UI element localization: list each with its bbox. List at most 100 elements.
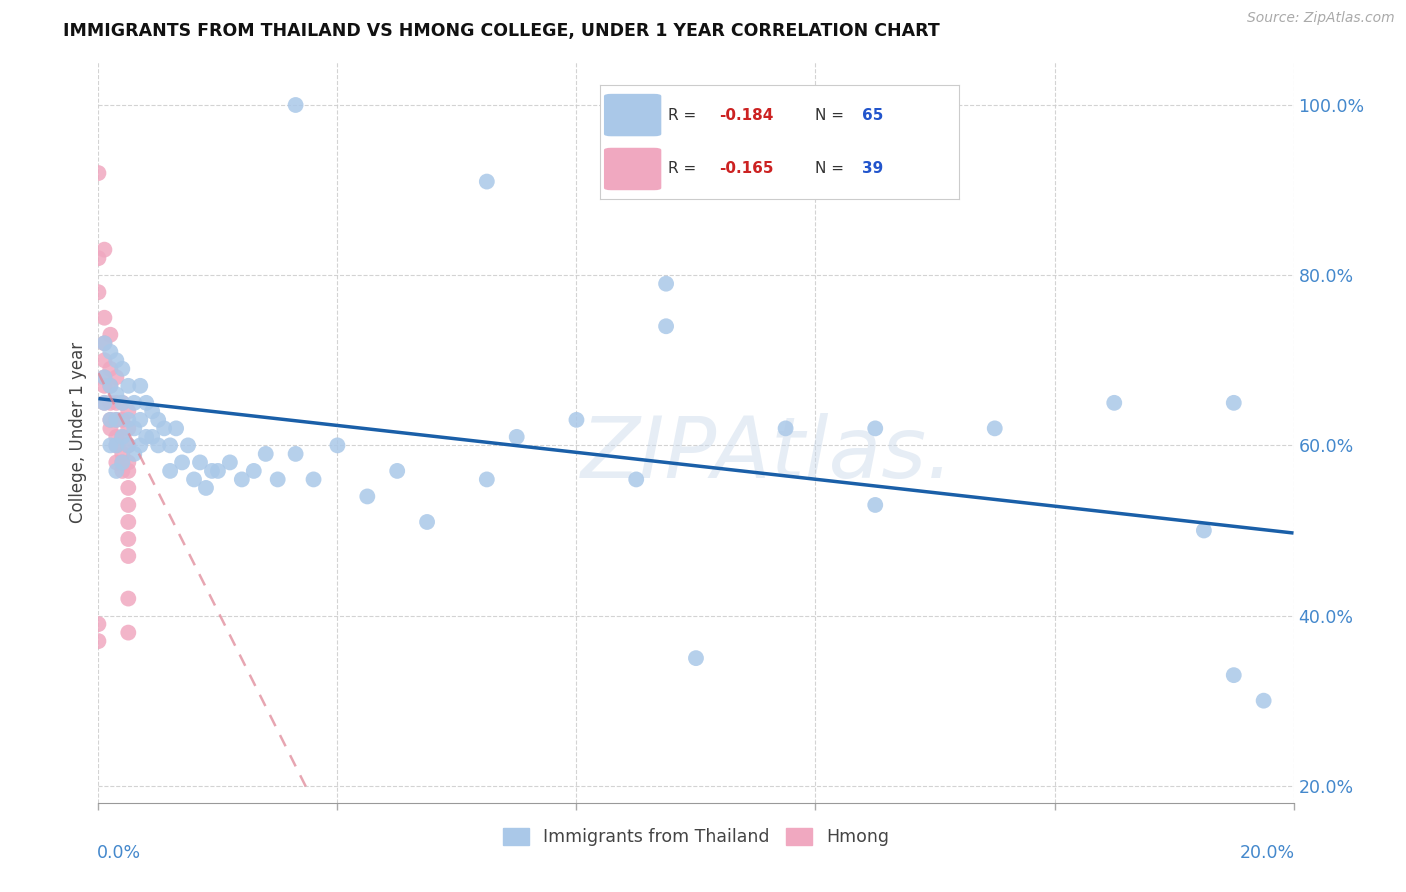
Point (117, 591, 139, 606)
Point (565, 413, 588, 427)
Point (195, 481, 218, 495)
Point (284, 98, 307, 112)
Point (117, 404, 139, 418)
Point (984, 421, 1007, 435)
Point (105, 353, 128, 368)
Point (111, 396, 134, 410)
Point (111, 396, 134, 410)
Point (117, 413, 139, 427)
Point (117, 532, 139, 546)
Point (105, 413, 128, 427)
Point (111, 413, 134, 427)
Text: Source: ZipAtlas.com: Source: ZipAtlas.com (1247, 11, 1395, 25)
Point (129, 379, 152, 393)
Point (475, 175, 498, 189)
Point (111, 455, 134, 469)
Point (98, 396, 122, 410)
Point (87, 251, 110, 265)
Point (148, 413, 170, 427)
Point (685, 651, 707, 665)
Point (117, 421, 139, 435)
Point (93, 396, 115, 410)
Point (111, 430, 134, 444)
Point (117, 455, 139, 469)
Point (506, 430, 529, 444)
Point (1104, 396, 1126, 410)
Point (111, 464, 134, 478)
Point (87, 166, 110, 180)
Point (159, 464, 181, 478)
Point (129, 413, 152, 427)
Point (98, 379, 122, 393)
Point (655, 319, 678, 334)
Point (177, 438, 200, 452)
Point (153, 421, 176, 435)
Point (302, 472, 325, 486)
Point (105, 455, 128, 469)
Point (87, 285, 110, 300)
Point (385, 464, 409, 478)
Text: ZIPAtlas.: ZIPAtlas. (581, 413, 955, 496)
Point (117, 379, 139, 393)
Point (284, 447, 307, 461)
Point (117, 549, 139, 563)
Point (475, 472, 498, 486)
Point (117, 481, 139, 495)
Point (165, 421, 187, 435)
Point (135, 430, 157, 444)
Point (243, 464, 266, 478)
Point (141, 430, 163, 444)
Point (93, 370, 115, 384)
Point (93, 336, 115, 351)
Point (148, 438, 170, 452)
Point (231, 472, 253, 486)
Point (124, 447, 146, 461)
Point (117, 464, 139, 478)
Point (105, 370, 128, 384)
Point (188, 455, 211, 469)
Point (141, 404, 163, 418)
Point (105, 438, 128, 452)
Point (865, 421, 887, 435)
Point (98, 438, 122, 452)
Point (117, 498, 139, 512)
Point (201, 464, 224, 478)
Point (98, 421, 122, 435)
Point (1223, 668, 1246, 682)
Point (105, 464, 128, 478)
Point (105, 438, 128, 452)
Point (98, 413, 122, 427)
Point (1192, 524, 1215, 538)
Point (87, 634, 110, 648)
Point (267, 472, 290, 486)
Point (655, 277, 678, 291)
Point (135, 396, 157, 410)
Point (117, 625, 139, 640)
Point (105, 430, 128, 444)
Point (98, 327, 122, 342)
Point (326, 438, 349, 452)
Legend: Immigrants from Thailand, Hmong: Immigrants from Thailand, Hmong (496, 821, 896, 854)
Point (219, 455, 242, 469)
Point (1223, 396, 1246, 410)
Point (117, 438, 139, 452)
Point (356, 490, 378, 504)
Point (254, 447, 277, 461)
Point (124, 396, 146, 410)
Point (117, 515, 139, 529)
Point (93, 310, 115, 325)
Point (1253, 694, 1275, 708)
Point (626, 472, 648, 486)
Point (865, 498, 887, 512)
Point (105, 413, 128, 427)
Point (775, 421, 797, 435)
Text: 20.0%: 20.0% (1240, 844, 1295, 862)
Point (87, 617, 110, 632)
Point (105, 387, 128, 401)
Text: 0.0%: 0.0% (97, 844, 142, 862)
Point (111, 455, 134, 469)
Point (93, 243, 115, 257)
Point (159, 438, 181, 452)
Point (207, 464, 229, 478)
Point (98, 379, 122, 393)
